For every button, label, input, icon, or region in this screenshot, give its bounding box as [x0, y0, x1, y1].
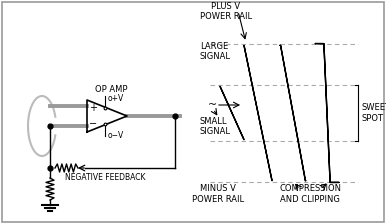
Text: NEGATIVE FEEDBACK: NEGATIVE FEEDBACK [65, 173, 145, 182]
Text: +: + [89, 103, 97, 113]
FancyBboxPatch shape [2, 2, 384, 222]
Text: LARGE
SIGNAL: LARGE SIGNAL [200, 42, 231, 61]
Text: MINUS V
POWER RAIL: MINUS V POWER RAIL [192, 184, 244, 204]
Text: PLUS V
POWER RAIL: PLUS V POWER RAIL [200, 2, 252, 22]
Text: SWEET
SPOT: SWEET SPOT [361, 103, 386, 123]
Text: COMPRESSION
AND CLIPPING: COMPRESSION AND CLIPPING [279, 184, 341, 204]
Text: o+V: o+V [108, 93, 124, 103]
Text: o−V: o−V [108, 131, 124, 140]
Text: OP AMP: OP AMP [95, 85, 127, 94]
Text: ~: ~ [208, 100, 217, 110]
Text: SMALL
SIGNAL: SMALL SIGNAL [200, 117, 231, 136]
Text: −: − [89, 119, 97, 129]
